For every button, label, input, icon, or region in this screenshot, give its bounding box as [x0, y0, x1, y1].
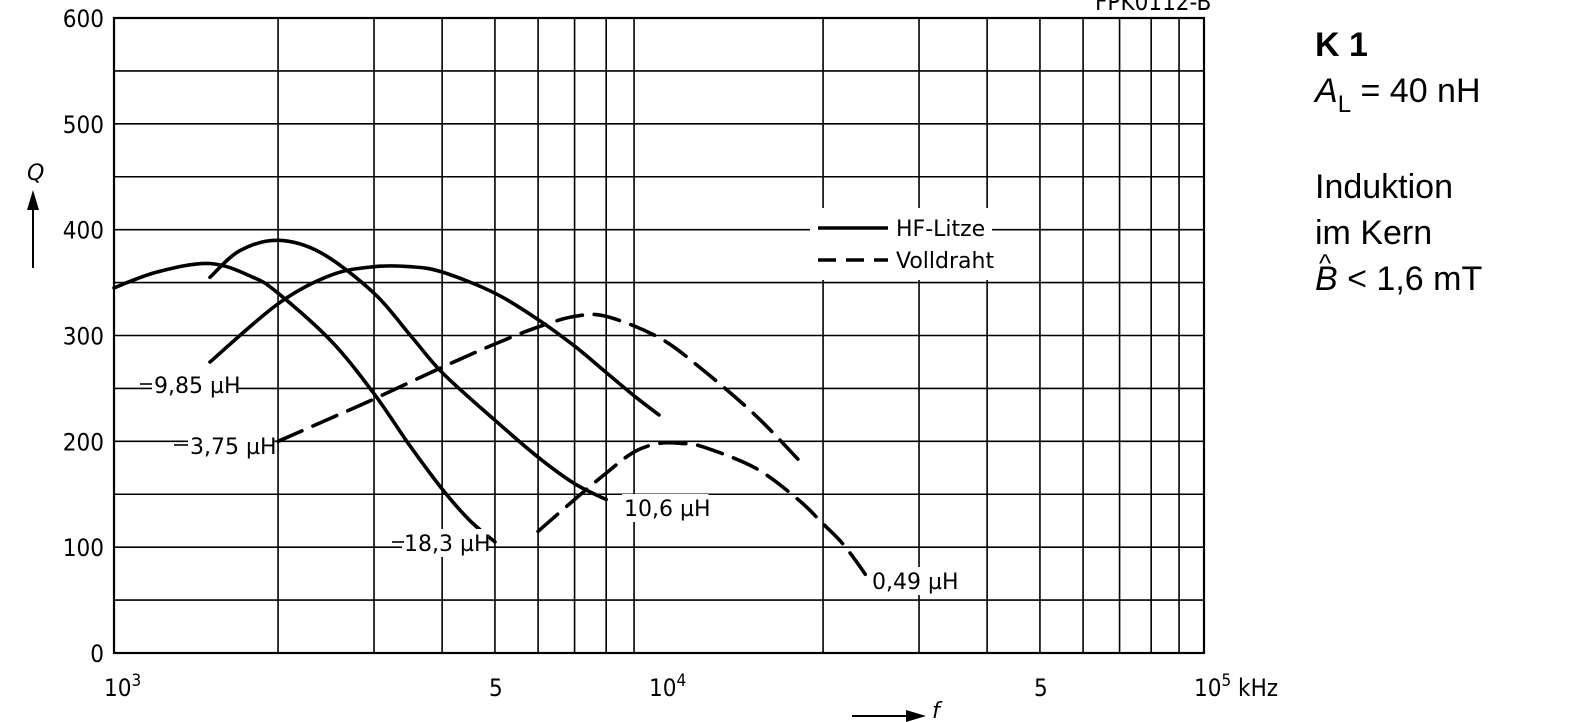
- y-tick-label: 200: [63, 428, 104, 456]
- core-spec-notes: K 1 AL = 40 nH Induktion im Kern ^ B < 1,…: [1315, 22, 1482, 302]
- y-tick-label: 300: [63, 323, 104, 351]
- chart-grid: [112, 16, 1206, 655]
- curve-series-0: [112, 261, 497, 544]
- b-symbol: B: [1315, 260, 1338, 298]
- curve-series-2: [208, 264, 661, 417]
- induction-line-1: Induktion: [1315, 168, 1453, 206]
- curve-series-3: [276, 312, 800, 462]
- x-tick-label: 5: [489, 674, 503, 702]
- y-tick-label: 500: [63, 111, 104, 139]
- x-tick-label: 103: [104, 671, 141, 702]
- figure-code: FPK0112-B: [1095, 0, 1211, 16]
- legend-background: [810, 208, 992, 280]
- curve-label: 0,49 µH: [872, 570, 959, 595]
- b-value: < 1,6 mT: [1337, 260, 1483, 298]
- al-value: = 40 nH: [1351, 72, 1481, 110]
- chart-curves: [112, 238, 878, 592]
- x-axis-title: f: [932, 699, 943, 722]
- curve-label-background: [152, 371, 239, 399]
- y-tick-label: 0: [90, 640, 104, 668]
- legend: HF-Litze Volldraht: [810, 208, 994, 280]
- curve-label-background: [402, 529, 489, 557]
- x-axis-arrowhead: [906, 710, 926, 722]
- curve-labels: 18,3 µH 9,85 µH 10,6 µH 3,75 µH 0,49 µH: [140, 371, 959, 595]
- al-subscript: L: [1337, 91, 1352, 118]
- curve-label: 10,6 µH: [624, 497, 711, 522]
- hat-mark: ^: [1319, 248, 1332, 278]
- y-axis-arrowhead: [27, 190, 39, 210]
- al-symbol: A: [1315, 72, 1338, 110]
- curve-label: 18,3 µH: [404, 532, 491, 557]
- curve-label: 9,85 µH: [154, 374, 241, 399]
- y-axis-title: Q: [27, 161, 44, 186]
- curve-series-4: [536, 440, 878, 592]
- curve-label-background: [188, 432, 275, 460]
- al-value-line: AL = 40 nH: [1315, 68, 1482, 118]
- x-tick-label: 5: [1034, 674, 1048, 702]
- y-tick-label: 100: [63, 534, 104, 562]
- legend-label-hf-litze: HF-Litze: [896, 217, 985, 242]
- induction-line-2: im Kern: [1315, 214, 1433, 252]
- y-tick-label: 400: [63, 217, 104, 245]
- b-value-line: ^ B < 1,6 mT: [1315, 248, 1483, 302]
- x-tick-label: 105 kHz: [1194, 671, 1278, 702]
- curve-series-1: [208, 238, 608, 502]
- curve-label: 3,75 µH: [190, 435, 277, 460]
- curve-label-background: [622, 494, 709, 522]
- axis-ticks: 0 100 200 300 400 500 600 103 5 104 5 105 kHz: [63, 5, 1278, 702]
- x-tick-label: 104: [649, 671, 686, 702]
- core-name: K 1: [1315, 26, 1368, 64]
- curve-label-background: [870, 567, 957, 595]
- y-tick-label: 600: [63, 5, 104, 33]
- legend-label-volldraht: Volldraht: [896, 249, 994, 274]
